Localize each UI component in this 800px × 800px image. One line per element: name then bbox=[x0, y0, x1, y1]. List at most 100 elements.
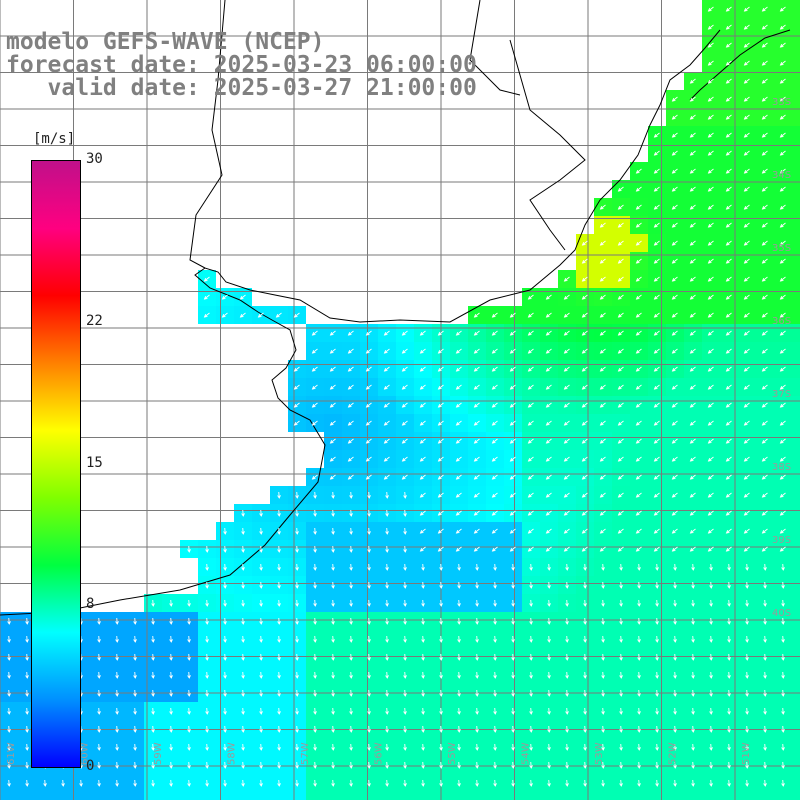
wind-arrowhead bbox=[671, 296, 676, 300]
wind-arrowhead bbox=[97, 621, 101, 625]
wind-arrow bbox=[188, 725, 190, 733]
wind-arrow bbox=[474, 384, 480, 390]
wind-arrowhead bbox=[511, 585, 515, 589]
wind-arrow bbox=[600, 204, 606, 210]
wind-arrow bbox=[656, 617, 658, 625]
wind-arrowhead bbox=[619, 675, 623, 679]
wind-arrowhead bbox=[169, 621, 173, 625]
wind-arrow bbox=[242, 599, 244, 607]
wind-cell bbox=[792, 342, 800, 360]
wind-arrowhead bbox=[331, 657, 335, 661]
wind-arrow bbox=[674, 599, 676, 607]
wind-arrowhead bbox=[707, 458, 712, 462]
wind-arrow bbox=[546, 546, 552, 552]
wind-arrowhead bbox=[707, 8, 712, 12]
wind-arrow bbox=[332, 491, 334, 499]
wind-arrow bbox=[602, 761, 604, 769]
wind-arrow bbox=[456, 330, 462, 336]
wind-arrow bbox=[584, 725, 586, 733]
wind-arrow bbox=[654, 132, 660, 138]
wind-arrowhead bbox=[601, 675, 605, 679]
wind-arrow bbox=[260, 509, 262, 517]
wind-arrowhead bbox=[115, 621, 119, 625]
wind-arrowhead bbox=[347, 440, 352, 444]
wind-arrow bbox=[780, 114, 786, 120]
wind-arrow bbox=[672, 222, 678, 228]
wind-arrow bbox=[638, 581, 640, 589]
wind-arrow bbox=[546, 330, 552, 336]
wind-arrow bbox=[780, 6, 786, 12]
wind-arrow bbox=[402, 420, 408, 426]
wind-arrow bbox=[726, 258, 732, 264]
wind-cell bbox=[90, 792, 108, 800]
wind-arrow bbox=[384, 366, 390, 372]
wind-arrow bbox=[242, 563, 244, 571]
wind-arrow bbox=[402, 402, 408, 408]
wind-arrow bbox=[224, 689, 226, 697]
wind-arrowhead bbox=[25, 765, 29, 769]
wind-arrowhead bbox=[743, 170, 748, 174]
wind-arrowhead bbox=[527, 494, 532, 498]
wind-arrowhead bbox=[439, 657, 443, 661]
wind-arrowhead bbox=[97, 693, 101, 697]
wind-arrow bbox=[764, 653, 766, 661]
wind-arrow bbox=[368, 545, 370, 553]
wind-arrow bbox=[600, 348, 606, 354]
wind-arrowhead bbox=[565, 747, 569, 751]
wind-arrow bbox=[440, 581, 442, 589]
wind-arrowhead bbox=[653, 458, 658, 462]
wind-arrow bbox=[744, 150, 750, 156]
wind-arrowhead bbox=[347, 404, 352, 408]
wind-arrowhead bbox=[403, 549, 407, 553]
wind-arrowhead bbox=[779, 494, 784, 498]
wind-arrow bbox=[744, 384, 750, 390]
wind-arrowhead bbox=[133, 621, 137, 625]
wind-arrowhead bbox=[527, 404, 532, 408]
wind-arrowhead bbox=[511, 675, 515, 679]
wind-arrowhead bbox=[491, 548, 496, 552]
wind-arrowhead bbox=[205, 711, 209, 715]
wind-arrow bbox=[654, 546, 660, 552]
wind-arrowhead bbox=[529, 747, 533, 751]
wind-arrowhead bbox=[385, 657, 389, 661]
wind-arrow bbox=[566, 563, 568, 571]
wind-arrow bbox=[458, 563, 460, 571]
wind-arrowhead bbox=[617, 512, 622, 516]
wind-arrow bbox=[170, 599, 172, 607]
wind-arrow bbox=[368, 617, 370, 625]
wind-arrow bbox=[294, 312, 300, 318]
wind-arrow bbox=[152, 671, 154, 679]
wind-arrowhead bbox=[635, 170, 640, 174]
wind-arrow bbox=[260, 725, 262, 733]
wind-arrowhead bbox=[761, 170, 766, 174]
wind-arrowhead bbox=[293, 368, 298, 372]
wind-arrow bbox=[636, 546, 642, 552]
wind-arrow bbox=[692, 671, 694, 679]
wind-arrow bbox=[726, 60, 732, 66]
wind-arrow bbox=[566, 689, 568, 697]
wind-arrowhead bbox=[707, 188, 712, 192]
wind-arrow bbox=[224, 761, 226, 769]
wind-arrow bbox=[762, 456, 768, 462]
wind-arrowhead bbox=[25, 747, 29, 751]
wind-arrowhead bbox=[655, 567, 659, 571]
wind-arrow bbox=[476, 725, 478, 733]
wind-arrow bbox=[206, 563, 208, 571]
wind-arrow bbox=[116, 671, 118, 679]
wind-arrow bbox=[440, 599, 442, 607]
wind-arrow bbox=[474, 366, 480, 372]
wind-arrowhead bbox=[547, 765, 551, 769]
wind-arrow bbox=[780, 132, 786, 138]
wind-arrowhead bbox=[311, 476, 316, 480]
wind-arrowhead bbox=[473, 386, 478, 390]
wind-arrowhead bbox=[421, 675, 425, 679]
wind-arrowhead bbox=[509, 512, 514, 516]
wind-arrow bbox=[654, 438, 660, 444]
wind-arrow bbox=[584, 689, 586, 697]
wind-arrow bbox=[582, 456, 588, 462]
wind-arrowhead bbox=[707, 332, 712, 336]
wind-arrowhead bbox=[349, 639, 353, 643]
wind-arrow bbox=[620, 743, 622, 751]
wind-cell bbox=[36, 792, 54, 800]
wind-arrowhead bbox=[619, 657, 623, 661]
